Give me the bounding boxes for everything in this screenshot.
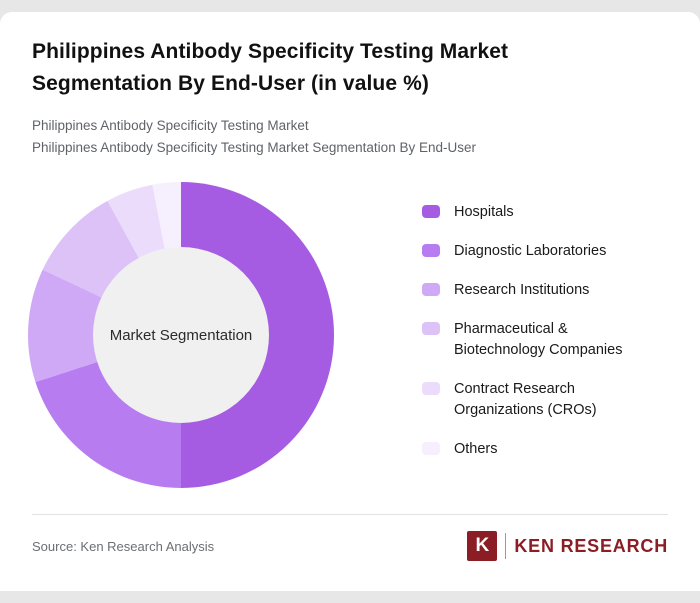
legend-label: Contract Research Organizations (CROs)	[454, 381, 597, 419]
chart-card: Philippines Antibody Specificity Testing…	[0, 12, 700, 591]
legend-swatch	[422, 382, 440, 396]
donut-center: Market Segmentation	[93, 247, 269, 424]
donut-center-label: Market Segmentation	[109, 326, 253, 344]
legend-label: Hospitals	[454, 204, 514, 221]
legend-item-hospitals: Hospitals	[422, 202, 654, 223]
subtitle-line-2: Philippines Antibody Specificity Testing…	[32, 139, 476, 155]
legend-swatch	[422, 442, 440, 456]
legend-item-others: Others	[422, 439, 654, 460]
logo-text: KEN RESEARCH	[514, 535, 668, 556]
legend: Hospitals Diagnostic Laboratories Resear…	[422, 182, 654, 460]
legend-label: Pharmaceutical & Biotechnology Companies	[454, 321, 623, 359]
ken-research-logo: K KEN RESEARCH	[467, 531, 668, 562]
logo-k-icon: K	[467, 531, 498, 562]
source-text: Source: Ken Research Analysis	[32, 538, 215, 554]
legend-label: Diagnostic Laboratories	[454, 243, 607, 260]
donut-chart: Market Segmentation	[28, 182, 334, 489]
legend-swatch	[422, 244, 440, 258]
legend-item-diagnostic-laboratories: Diagnostic Laboratories	[422, 241, 654, 262]
subtitle: Philippines Antibody Specificity Testing…	[32, 115, 668, 158]
legend-item-cros: Contract Research Organizations (CROs)	[422, 379, 654, 421]
subtitle-line-1: Philippines Antibody Specificity Testing…	[32, 118, 309, 133]
page-title: Philippines Antibody Specificity Testing…	[32, 40, 509, 95]
legend-item-pharma-biotech: Pharmaceutical & Biotechnology Companies	[422, 319, 654, 361]
footer: Source: Ken Research Analysis K KEN RESE…	[32, 531, 668, 562]
legend-swatch	[422, 205, 440, 219]
legend-swatch	[422, 322, 440, 336]
legend-label: Research Institutions	[454, 282, 590, 299]
legend-swatch	[422, 283, 440, 297]
legend-item-research-institutions: Research Institutions	[422, 280, 654, 301]
legend-label: Others	[454, 441, 498, 458]
chart-area: Market Segmentation Hospitals Diagnostic…	[28, 182, 668, 489]
footer-divider	[32, 514, 668, 516]
logo-divider	[505, 533, 507, 560]
